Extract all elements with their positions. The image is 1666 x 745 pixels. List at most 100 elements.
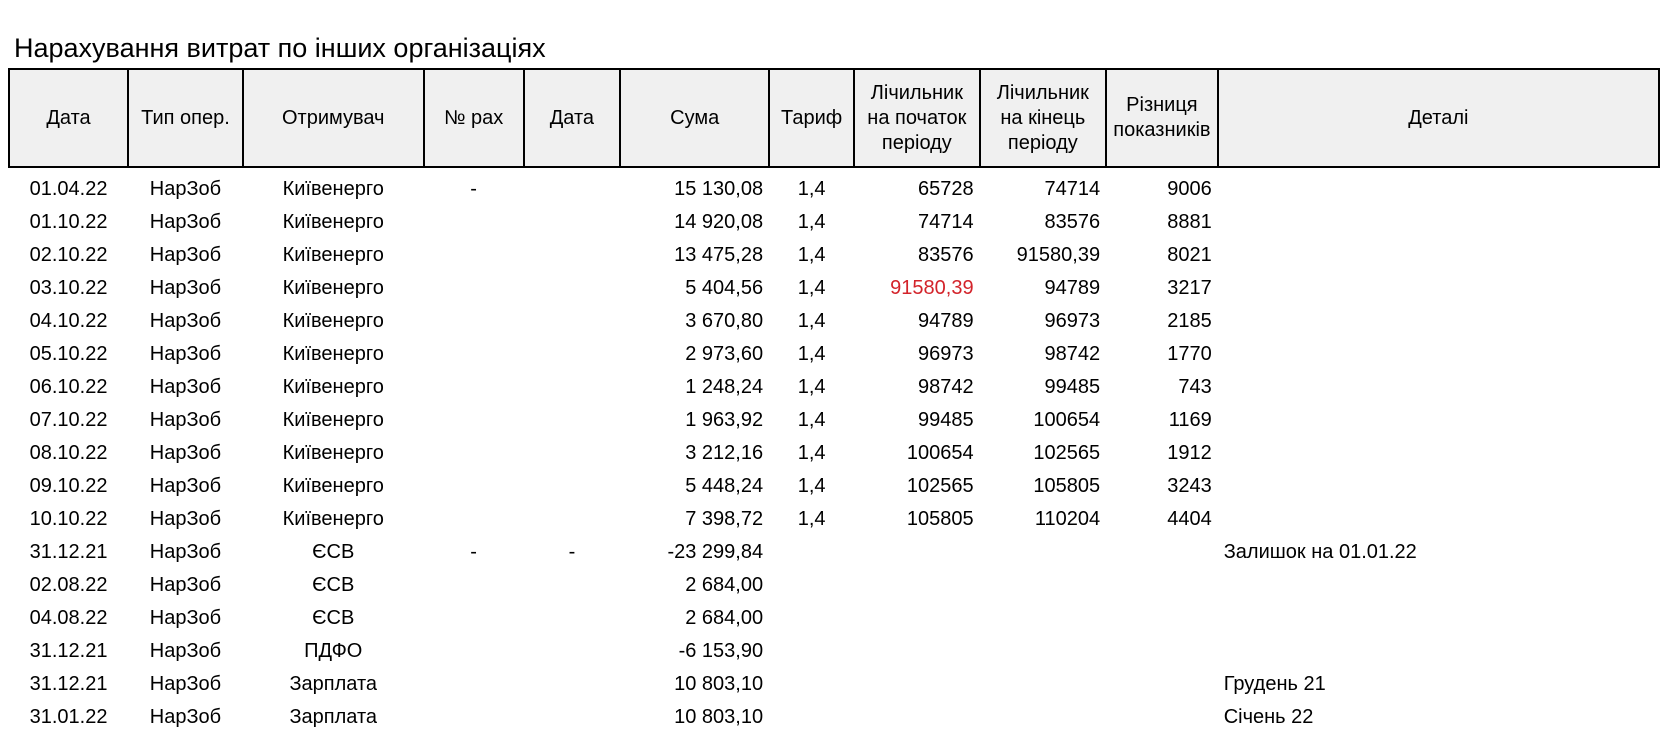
col-header-invoice-date[interactable]: Дата	[522, 68, 622, 168]
cell-details: Січень 22	[1223, 705, 1314, 728]
cell-recipient: Київенерго	[282, 408, 384, 431]
cell-diff	[1106, 634, 1218, 667]
cell-invoice-no	[424, 700, 524, 733]
cell-diff: 4404	[1167, 507, 1212, 530]
cell-details	[1218, 601, 1659, 634]
cell-invoice-date	[524, 205, 621, 238]
cell-diff	[1106, 568, 1218, 601]
header-line: на кінець	[1000, 106, 1086, 129]
cell-op-type: НарЗоб	[149, 705, 222, 728]
cell-date: 31.01.22	[29, 705, 108, 728]
cell-recipient: ЄСВ	[312, 540, 355, 563]
col-header-meter-start[interactable]: Лічильник на початок періоду	[853, 68, 981, 168]
table-row[interactable]: 31.12.21 НарЗоб Зарплата 10 803,10 Грудень 2…	[9, 667, 1659, 700]
cell-invoice-no: -	[470, 177, 477, 200]
table-row[interactable]: 02.08.22 НарЗоб ЄСВ 2 684,00	[9, 568, 1659, 601]
cell-date: 31.12.21	[29, 672, 108, 695]
cell-tariff	[769, 535, 854, 568]
col-header-tariff[interactable]: Тариф	[768, 68, 856, 168]
cell-meter-end	[980, 535, 1107, 568]
col-header-date[interactable]: Дата	[7, 68, 130, 168]
cell-invoice-date	[524, 700, 621, 733]
cell-meter-end: 102565	[1033, 441, 1101, 464]
cell-date: 04.10.22	[29, 309, 108, 332]
cell-date: 05.10.22	[29, 342, 108, 365]
cell-tariff	[769, 667, 854, 700]
cell-details	[1218, 403, 1659, 436]
cell-diff: 1770	[1167, 342, 1212, 365]
cell-details	[1218, 238, 1659, 271]
cell-invoice-date	[524, 271, 621, 304]
cell-recipient: Київенерго	[282, 342, 384, 365]
cell-meter-start	[854, 601, 979, 634]
cell-invoice-no	[424, 601, 524, 634]
cell-invoice-date: -	[568, 540, 576, 563]
cell-sum: 13 475,28	[674, 243, 764, 266]
cell-diff: 1169	[1168, 408, 1212, 431]
table-row[interactable]: 31.12.21 НарЗоб ЄСВ - - -23 299,84 Залишок на …	[9, 535, 1659, 568]
cell-diff	[1106, 601, 1218, 634]
table-row[interactable]: 07.10.22 НарЗоб Київенерго 1 963,92 1,4 99485…	[9, 403, 1659, 436]
table-row[interactable]: 08.10.22 НарЗоб Київенерго 3 212,16 1,4 10065…	[9, 436, 1659, 469]
cell-sum: 7 398,72	[685, 507, 764, 530]
header-line: Лічильник	[870, 81, 963, 104]
cell-sum: 3 212,16	[685, 441, 764, 464]
cell-op-type: НарЗоб	[149, 507, 222, 530]
table-row[interactable]: 10.10.22 НарЗоб Київенерго 7 398,72 1,4 10580…	[9, 502, 1659, 535]
col-header-recipient[interactable]: Отримувач	[241, 68, 425, 168]
table-row[interactable]: 03.10.22 НарЗоб Київенерго 5 404,56 1,4 91580…	[9, 271, 1659, 304]
col-header-meter-end[interactable]: Лічильник на кінець періоду	[978, 68, 1108, 168]
cell-recipient: Київенерго	[282, 474, 384, 497]
cell-details	[1218, 370, 1659, 403]
cell-op-type: НарЗоб	[149, 606, 222, 629]
cell-invoice-date	[524, 568, 621, 601]
cell-invoice-date	[524, 634, 621, 667]
cell-meter-start: 102565	[906, 474, 974, 497]
cell-recipient: Київенерго	[282, 441, 384, 464]
cell-invoice-no	[424, 634, 524, 667]
cell-meter-end: 94789	[1044, 276, 1101, 299]
cell-meter-start: 96973	[917, 342, 974, 365]
table-row[interactable]: 01.10.22 НарЗоб Київенерго 14 920,08 1,4 7471…	[9, 205, 1659, 238]
cell-recipient: ЄСВ	[312, 606, 355, 629]
table-row[interactable]: 06.10.22 НарЗоб Київенерго 1 248,24 1,4 98742…	[9, 370, 1659, 403]
cell-date: 31.12.21	[29, 639, 108, 662]
cell-tariff: 1,4	[797, 507, 826, 530]
cell-tariff	[769, 700, 854, 733]
cell-op-type: НарЗоб	[149, 276, 222, 299]
col-header-diff[interactable]: Різниця показників	[1105, 68, 1219, 168]
cell-meter-end: 91580,39	[1016, 243, 1101, 266]
col-header-details[interactable]: Деталі	[1216, 68, 1661, 168]
cell-invoice-no	[424, 502, 524, 535]
col-header-sum[interactable]: Сума	[619, 68, 771, 168]
cell-meter-end	[980, 667, 1107, 700]
cell-diff	[1106, 667, 1218, 700]
cell-diff	[1106, 700, 1218, 733]
col-header-op-type[interactable]: Тип опер.	[127, 68, 244, 168]
table-row[interactable]: 05.10.22 НарЗоб Київенерго 2 973,60 1,4 96973…	[9, 337, 1659, 370]
cell-diff: 1912	[1167, 441, 1212, 464]
cell-date: 31.12.21	[29, 540, 108, 563]
cell-meter-start: 99485	[917, 408, 974, 431]
cell-date: 06.10.22	[29, 375, 108, 398]
cell-tariff	[769, 601, 854, 634]
table-row[interactable]: 04.08.22 НарЗоб ЄСВ 2 684,00	[9, 601, 1659, 634]
col-header-invoice-no[interactable]: № рах	[422, 68, 525, 168]
cell-meter-start	[854, 568, 979, 601]
table-row[interactable]: 09.10.22 НарЗоб Київенерго 5 448,24 1,4 10256…	[9, 469, 1659, 502]
cell-invoice-date	[524, 337, 621, 370]
cell-tariff: 1,4	[797, 210, 826, 233]
cell-op-type: НарЗоб	[149, 309, 222, 332]
cell-recipient: Київенерго	[282, 375, 384, 398]
table-row[interactable]: 31.12.21 НарЗоб ПДФО -6 153,90	[9, 634, 1659, 667]
table-row[interactable]: 31.01.22 НарЗоб Зарплата 10 803,10 Січень 22	[9, 700, 1659, 733]
table-row[interactable]: 01.04.22 НарЗоб Київенерго - 15 130,08 1,4 657…	[9, 167, 1659, 205]
cell-diff: 3243	[1167, 474, 1212, 497]
cell-diff: 2185	[1167, 309, 1212, 332]
table-row[interactable]: 04.10.22 НарЗоб Київенерго 3 670,80 1,4 94789…	[9, 304, 1659, 337]
cell-diff: 9006	[1167, 177, 1212, 200]
cell-details	[1218, 205, 1659, 238]
cell-diff: 8021	[1167, 243, 1212, 266]
table-row[interactable]: 02.10.22 НарЗоб Київенерго 13 475,28 1,4 8357…	[9, 238, 1659, 271]
cell-meter-end: 105805	[1033, 474, 1101, 497]
